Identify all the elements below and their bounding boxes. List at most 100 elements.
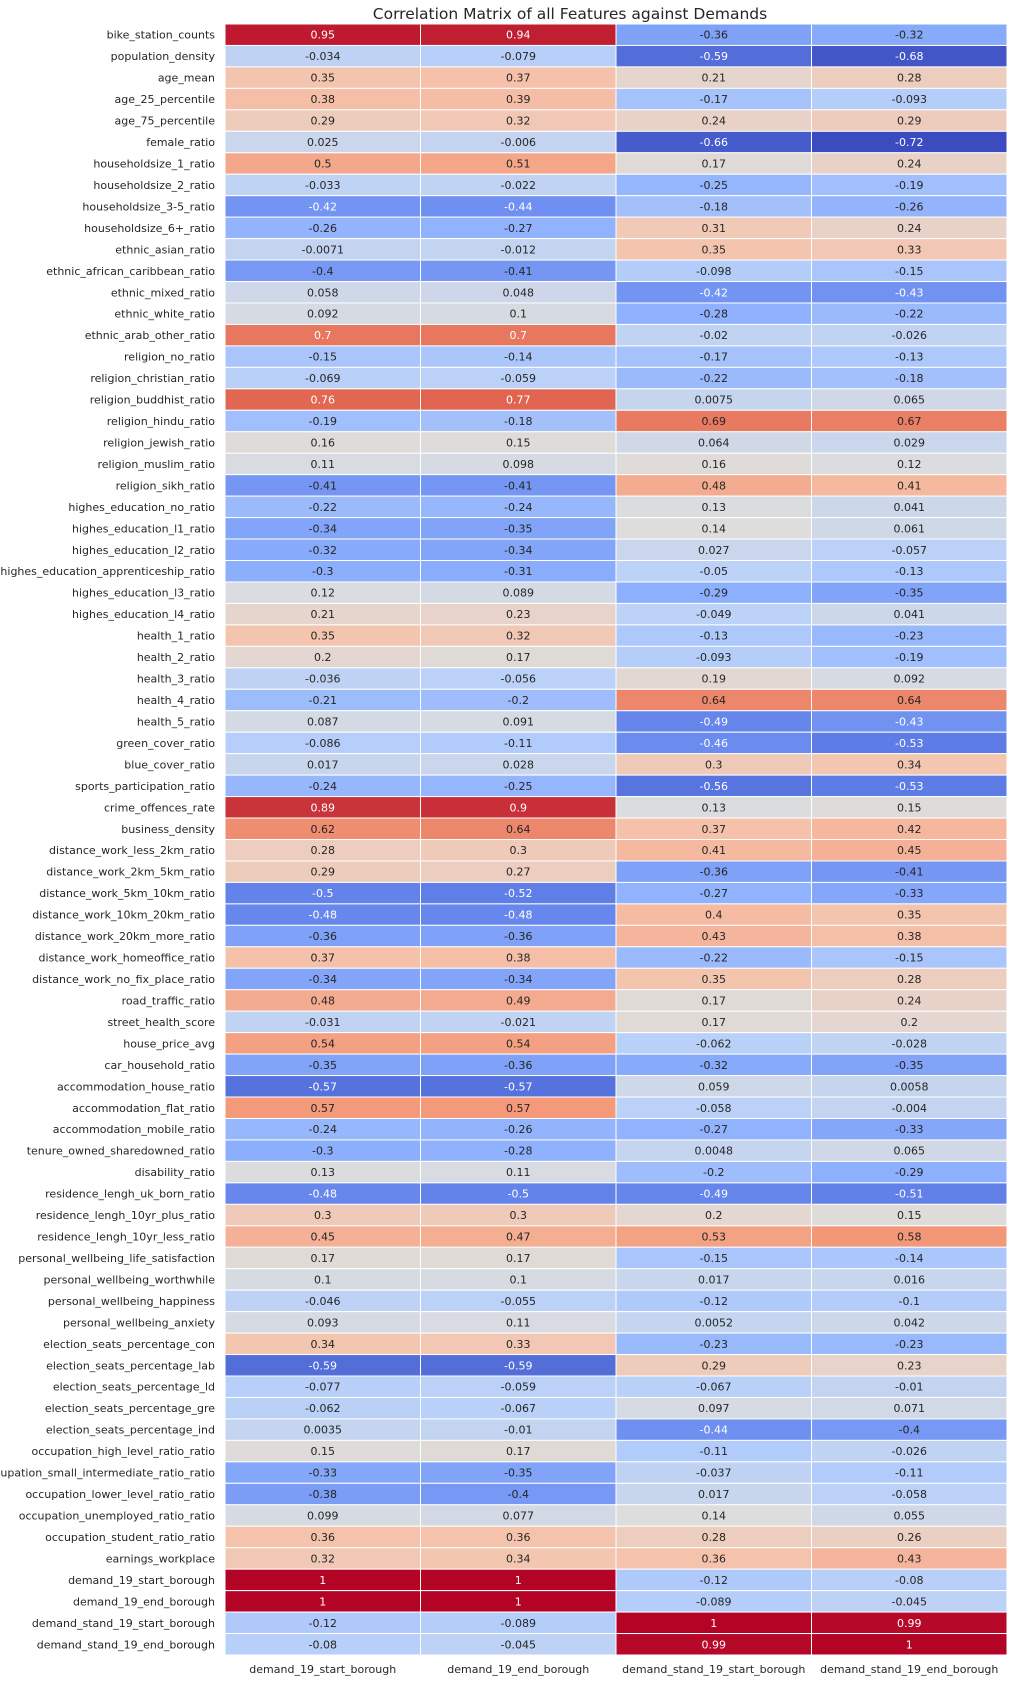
row-tick-label: personal_wellbeing_worthwhile xyxy=(43,1273,215,1286)
cell-value-label: -0.055 xyxy=(501,1295,536,1308)
cell-value-label: -0.24 xyxy=(309,1123,337,1136)
column-tick-label: demand_stand_19_start_borough xyxy=(622,1663,805,1676)
cell-value-label: -0.12 xyxy=(700,1295,728,1308)
cell-value-label: -0.069 xyxy=(305,372,340,385)
cell-value-label: -0.022 xyxy=(501,179,536,192)
cell-value-label: -0.19 xyxy=(895,651,923,664)
cell-value-label: 0.29 xyxy=(897,115,922,128)
cell-value-label: -0.44 xyxy=(504,200,532,213)
row-tick-label: green_cover_ratio xyxy=(116,737,215,750)
cell-value-label: 1 xyxy=(319,1595,326,1608)
cell-value-label: -0.27 xyxy=(700,1123,728,1136)
cell-value-label: 0.12 xyxy=(311,587,336,600)
cell-value-label: -0.21 xyxy=(309,694,337,707)
cell-value-label: -0.057 xyxy=(892,544,927,557)
row-tick-label: highes_education_no_ratio xyxy=(68,501,215,514)
cell-value-label: -0.2 xyxy=(703,1166,724,1179)
cell-value-label: 0.016 xyxy=(894,1273,926,1286)
cell-value-label: -0.059 xyxy=(501,372,536,385)
row-tick-label: personal_wellbeing_happiness xyxy=(48,1295,215,1308)
cell-value-label: 0.5 xyxy=(314,157,332,170)
row-tick-label: householdsize_2_ratio xyxy=(93,179,215,192)
cell-value-label: -0.27 xyxy=(700,887,728,900)
cell-value-label: -0.23 xyxy=(895,1338,923,1351)
cell-value-label: -0.66 xyxy=(700,136,728,149)
row-tick-label: residence_lengh_10yr_plus_ratio xyxy=(36,1209,216,1222)
cell-value-label: 0.17 xyxy=(702,1016,727,1029)
cell-value-label: -0.35 xyxy=(504,522,532,535)
cell-value-label: 1 xyxy=(515,1574,522,1587)
cell-value-label: -0.3 xyxy=(312,565,333,578)
cell-value-label: -0.059 xyxy=(501,1381,536,1394)
cell-value-label: -0.036 xyxy=(305,673,340,686)
cell-value-label: -0.29 xyxy=(895,1166,923,1179)
cell-value-label: 0.38 xyxy=(311,93,336,106)
cell-value-label: 0.15 xyxy=(897,801,922,814)
cell-value-label: 0.54 xyxy=(311,1037,336,1050)
cell-value-label: 0.37 xyxy=(702,823,727,836)
cell-value-label: -0.08 xyxy=(895,1574,923,1587)
row-tick-label: personal_wellbeing_life_satisfaction xyxy=(18,1252,215,1265)
cell-value-label: -0.13 xyxy=(895,351,923,364)
row-tick-label: election_seats_percentage_ld xyxy=(53,1381,215,1394)
cell-value-label: 0.45 xyxy=(897,844,922,857)
cell-value-label: 0.35 xyxy=(702,243,727,256)
cell-value-label: -0.41 xyxy=(895,866,923,879)
heatmap-cell xyxy=(811,1633,1008,1656)
cell-value-label: 0.24 xyxy=(897,994,922,1007)
cell-value-label: 0.027 xyxy=(698,544,730,557)
cell-value-label: -0.49 xyxy=(700,1188,728,1201)
row-tick-label: earnings_workplace xyxy=(106,1552,215,1565)
cell-value-label: 0.33 xyxy=(897,243,922,256)
row-tick-label: religion_sikh_ratio xyxy=(116,479,216,492)
cell-value-label: -0.24 xyxy=(309,780,337,793)
cell-value-label: -0.17 xyxy=(700,351,728,364)
cell-value-label: 0.24 xyxy=(702,115,727,128)
row-tick-label: ethnic_asian_ratio xyxy=(115,243,215,256)
cell-value-label: 0.29 xyxy=(311,866,336,879)
cell-value-label: -0.062 xyxy=(305,1402,340,1415)
cell-value-label: -0.01 xyxy=(895,1381,923,1394)
cell-value-label: 0.025 xyxy=(307,136,339,149)
cell-value-label: 0.35 xyxy=(311,630,336,643)
cell-value-label: -0.22 xyxy=(309,501,337,514)
cell-value-label: 0.077 xyxy=(503,1510,535,1523)
row-tick-label: age_mean xyxy=(158,72,215,85)
cell-value-label: 0.17 xyxy=(702,157,727,170)
cell-value-label: -0.15 xyxy=(700,1252,728,1265)
cell-value-label: -0.59 xyxy=(504,1359,532,1372)
cell-value-label: 0.67 xyxy=(897,415,922,428)
cell-value-label: 0.14 xyxy=(702,1510,727,1523)
cell-value-label: 0.017 xyxy=(307,758,339,771)
cell-value-label: 1 xyxy=(710,1617,717,1630)
cell-value-label: 0.31 xyxy=(702,222,727,235)
cell-value-label: -0.067 xyxy=(696,1381,731,1394)
cell-value-label: 0.29 xyxy=(702,1359,727,1372)
cell-value-label: 0.17 xyxy=(506,651,531,664)
chart-title: Correlation Matrix of all Features again… xyxy=(373,5,767,23)
cell-value-label: 0.13 xyxy=(311,1166,336,1179)
row-tick-label: religion_no_ratio xyxy=(124,351,215,364)
row-tick-label: ethnic_mixed_ratio xyxy=(111,286,215,299)
row-tick-label: health_1_ratio xyxy=(137,630,215,643)
cell-value-label: 0.11 xyxy=(311,458,336,471)
row-tick-label: distance_work_no_fix_place_ratio xyxy=(32,973,215,986)
row-tick-label: accommodation_mobile_ratio xyxy=(53,1123,215,1136)
cell-value-label: -0.25 xyxy=(504,780,532,793)
cell-value-label: -0.29 xyxy=(700,587,728,600)
row-tick-label: accommodation_flat_ratio xyxy=(72,1102,215,1115)
row-tick-label: ethnic_african_caribbean_ratio xyxy=(46,265,215,278)
cell-value-label: -0.32 xyxy=(309,544,337,557)
cell-value-label: -0.41 xyxy=(504,265,532,278)
cell-value-label: -0.11 xyxy=(504,737,532,750)
cell-value-label: 0.17 xyxy=(702,994,727,1007)
cell-value-label: -0.093 xyxy=(696,651,731,664)
cell-value-label: -0.037 xyxy=(696,1467,731,1480)
column-tick-label: demand_19_start_borough xyxy=(249,1663,396,1676)
row-tick-label: religion_buddhist_ratio xyxy=(90,394,216,407)
cell-value-label: -0.089 xyxy=(501,1617,536,1630)
row-tick-label: distance_work_less_2km_ratio xyxy=(49,844,215,857)
cell-value-label: -0.098 xyxy=(696,265,731,278)
cell-value-label: -0.56 xyxy=(700,780,728,793)
cell-value-label: 0.54 xyxy=(506,1037,531,1050)
